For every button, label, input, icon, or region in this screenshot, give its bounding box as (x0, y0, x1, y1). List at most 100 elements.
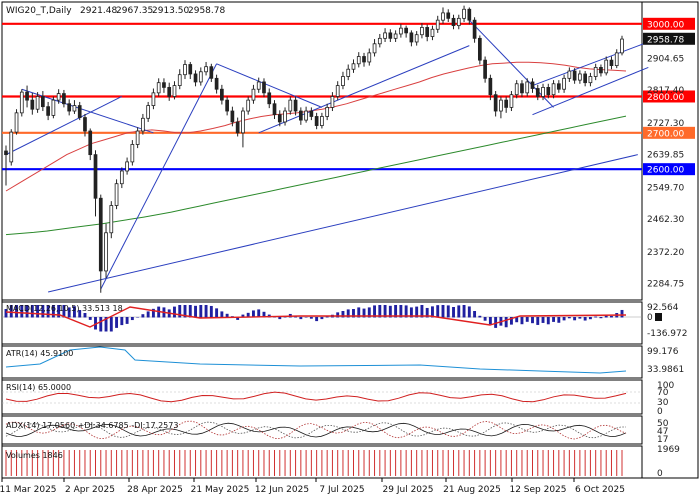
y-tick-2: 2727.30 (647, 119, 684, 129)
macd-bar-71 (378, 305, 382, 318)
plus_di-line (5, 421, 626, 439)
macd-bar-8 (46, 305, 50, 318)
candle-91 (483, 56, 487, 83)
macd-bar-87 (462, 305, 466, 318)
candle-65 (346, 64, 351, 81)
macd-bar-21 (115, 317, 119, 328)
candle-104 (551, 80, 556, 99)
macd-bar-42 (225, 313, 229, 318)
candle-102 (541, 83, 545, 101)
macd-bar-63 (336, 312, 340, 318)
candle-70 (372, 39, 377, 57)
candle-98 (520, 80, 524, 98)
candle-97 (514, 80, 519, 99)
atr-tick-0: 99.176 (647, 347, 679, 357)
candle-25 (135, 127, 140, 149)
candle-43 (230, 106, 235, 127)
x-label-9: 6 Oct 2025 (575, 485, 625, 495)
last-price-tag (643, 32, 695, 45)
candle-115 (609, 56, 614, 70)
macd-bar-48 (257, 309, 261, 318)
candle-30 (162, 78, 166, 93)
macd-bar-22 (120, 317, 124, 326)
macd-bar-35 (188, 305, 192, 318)
macd-bar-75 (399, 305, 403, 318)
macd-bar-32 (173, 306, 176, 318)
volume-tick-1: 0 (657, 469, 663, 479)
macd-bar-40 (215, 308, 219, 318)
candle-15 (83, 113, 87, 137)
macd-bar-113 (599, 317, 603, 319)
macd-bar-88 (467, 306, 471, 318)
macd-bar-112 (594, 316, 598, 318)
indicator-panels: 92.5640-136.97299.17633.9861100703005047… (2, 303, 687, 479)
x-label-4: 12 Jun 2025 (255, 485, 309, 495)
ma-long-line (5, 115, 627, 236)
macd-bar-23 (125, 317, 129, 324)
macd-bar-92 (488, 317, 492, 325)
x-label-2: 28 Apr 2025 (127, 485, 183, 495)
macd-bar-68 (362, 308, 366, 318)
macd-bar-7 (41, 305, 45, 318)
macd-bar-33 (178, 305, 182, 318)
candle-86 (456, 14, 461, 30)
macd-bar-34 (183, 305, 187, 318)
macd-bar-81 (431, 306, 434, 318)
candle-8 (46, 101, 50, 121)
macd-bar-13 (72, 306, 76, 318)
y-tick-0: 2904.65 (647, 54, 684, 64)
atr-tick-1: 33.9861 (647, 365, 684, 375)
x-label-8: 12 Sep 2025 (509, 485, 566, 495)
candle-64 (341, 71, 345, 90)
candle-60 (320, 112, 324, 129)
macd-bar-114 (604, 314, 608, 318)
macd-bar-76 (404, 305, 408, 318)
macd-tick-0: 92.564 (647, 303, 679, 313)
candle-106 (562, 74, 566, 93)
macd-bar-6 (36, 305, 40, 318)
macd-bar-106 (562, 317, 566, 321)
candle-16 (88, 128, 93, 161)
macd-bar-96 (509, 317, 513, 325)
candle-11 (62, 89, 66, 108)
chart-panels (1, 1, 699, 479)
candle-1 (9, 129, 14, 166)
candle-71 (377, 33, 382, 48)
trend-line-0 (5, 96, 123, 156)
candle-87 (462, 5, 466, 22)
macd-bar-3 (20, 305, 24, 318)
candle-78 (414, 31, 419, 46)
macd-zero-marker (655, 313, 662, 321)
candle-114 (604, 56, 609, 76)
price-panel[interactable] (2, 5, 649, 293)
candle-52 (277, 110, 282, 127)
macd-bar-41 (220, 311, 224, 318)
macd-bar-102 (541, 317, 545, 323)
candle-79 (420, 23, 424, 39)
macd-bar-28 (151, 308, 155, 318)
adx-tick-0: 50 (657, 419, 669, 429)
candle-84 (446, 9, 451, 22)
macd-bar-17 (94, 317, 97, 330)
adx-line (5, 422, 627, 438)
rsi-tick-3: 0 (657, 407, 663, 417)
candle-88 (467, 7, 472, 25)
macd-bar-105 (557, 317, 561, 323)
candle-21 (114, 179, 119, 210)
macd-bar-12 (67, 307, 71, 318)
macd-bar-101 (536, 317, 540, 325)
macd-bar-24 (130, 317, 134, 321)
candle-36 (193, 70, 198, 87)
macd-bar-26 (141, 314, 145, 318)
macd-bar-99 (525, 317, 529, 322)
candle-6 (35, 92, 40, 113)
macd-bar-44 (236, 317, 240, 320)
trend-line-2 (100, 63, 218, 290)
candle-0 (4, 145, 8, 186)
macd-bar-19 (104, 317, 108, 332)
candle-90 (477, 35, 482, 65)
chart-title: WIG20_T,Daily (6, 6, 72, 16)
candle-12 (67, 99, 72, 116)
macd-bar-91 (483, 317, 487, 321)
